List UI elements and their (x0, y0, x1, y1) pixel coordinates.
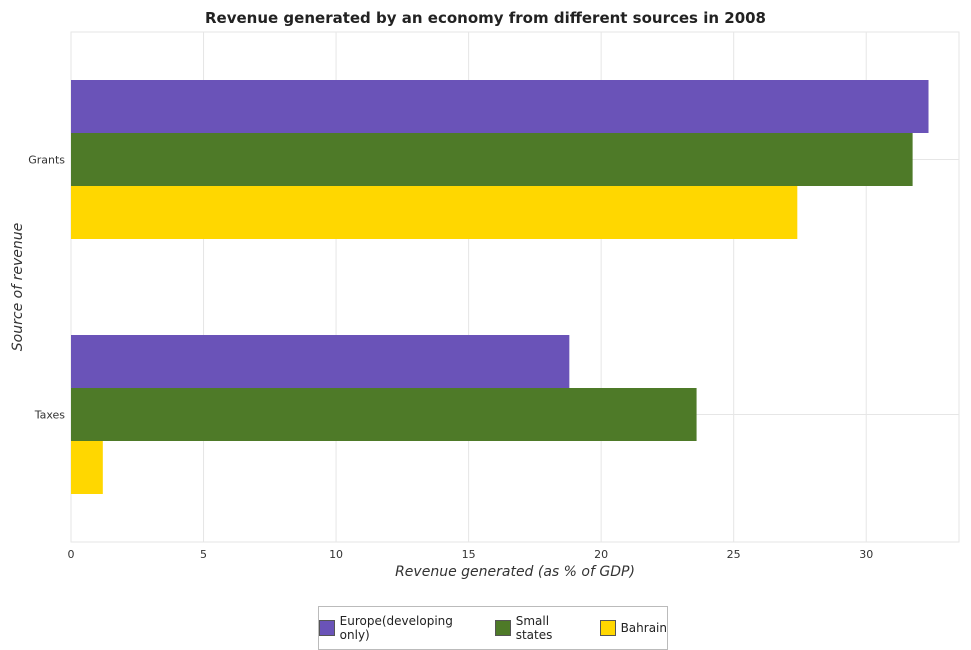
bar-taxes-bahrain (71, 441, 103, 494)
x-tick-label: 30 (859, 548, 873, 561)
legend-swatch (599, 620, 616, 636)
legend: Europe(developing only) Small states Bahra… (318, 606, 668, 650)
y-tick-label: Grants (28, 154, 65, 167)
x-tick-label: 25 (727, 548, 741, 561)
chart-title: Revenue generated by an economy from dif… (205, 9, 766, 27)
legend-swatch (319, 620, 335, 636)
legend-label: Europe(developing only) (339, 614, 453, 642)
bar-taxes-small-states (71, 388, 697, 441)
x-tick-label: 20 (594, 548, 608, 561)
x-axis-title: Revenue generated (as % of GDP) (395, 564, 635, 580)
legend-label: Bahrain (620, 621, 667, 635)
bar-taxes-europe-developing-only (71, 335, 570, 388)
legend-item: Europe(developing only) (319, 614, 483, 642)
x-tick-label: 15 (462, 548, 476, 561)
legend-item: Bahrain (599, 620, 667, 636)
legend-label: Small states (515, 614, 553, 642)
x-tick-label: 0 (68, 548, 75, 561)
bar-grants-europe-developing-only (71, 80, 929, 133)
plot-frame (70, 31, 960, 543)
y-axis-title: Source of revenue (10, 223, 26, 351)
legend-swatch (495, 620, 511, 636)
bar-grants-bahrain (71, 186, 798, 239)
bar-grants-small-states (71, 133, 913, 186)
legend-item: Small states (495, 614, 588, 642)
x-tick-label: 10 (329, 548, 343, 561)
y-tick-label: Taxes (34, 409, 66, 422)
x-tick-label: 5 (200, 548, 207, 561)
